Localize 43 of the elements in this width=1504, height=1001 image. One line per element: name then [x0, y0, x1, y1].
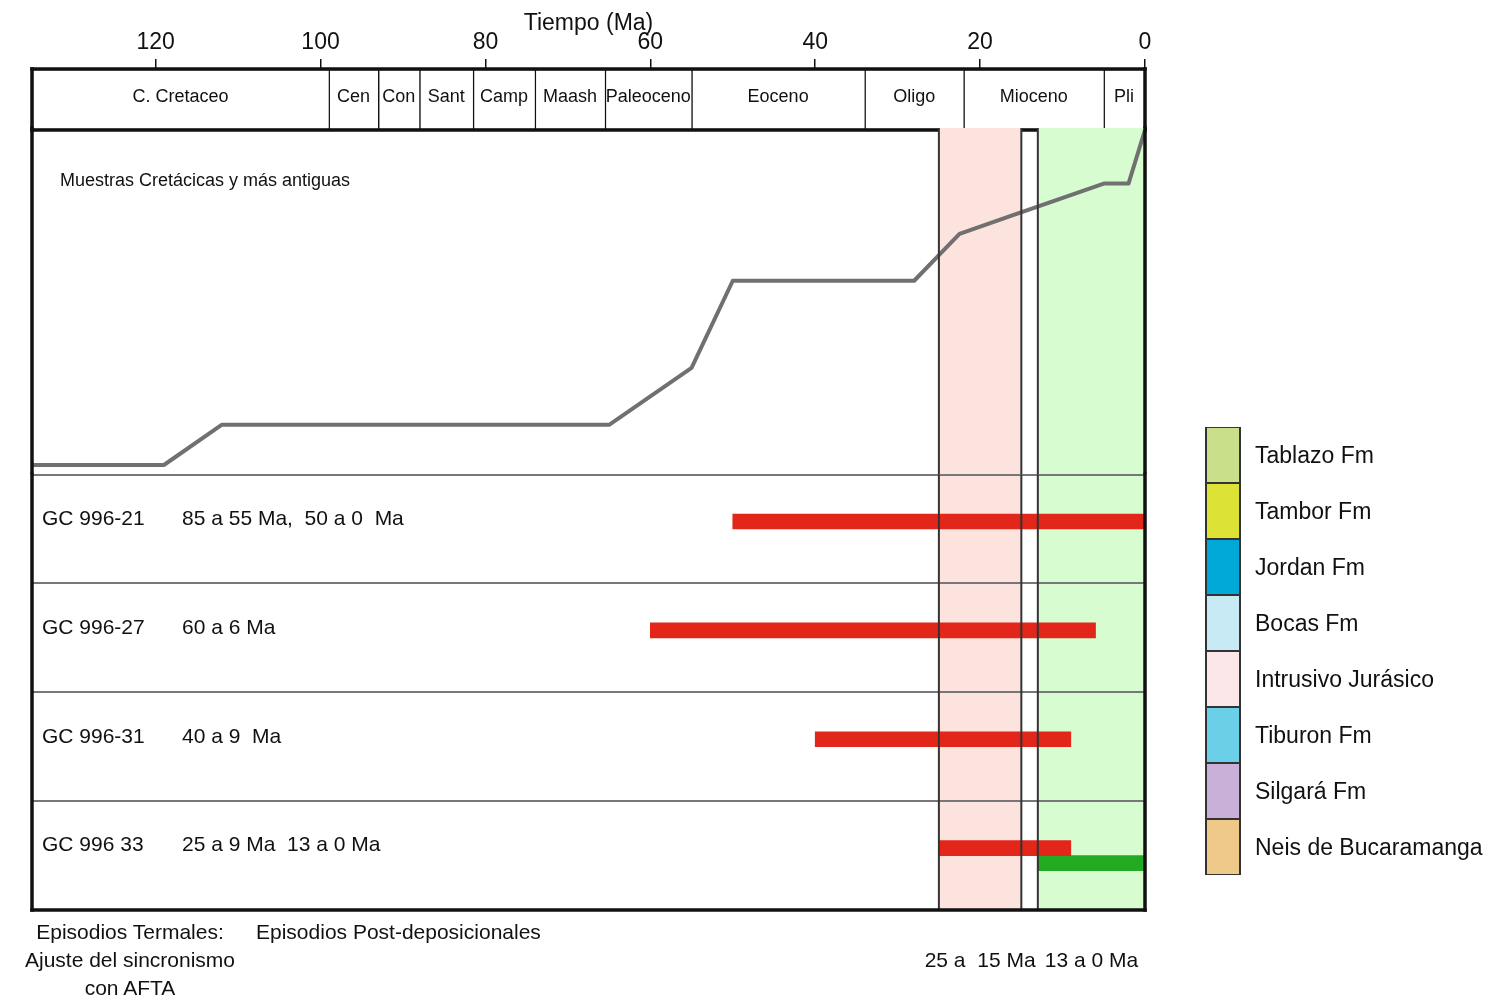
series-label: Eoceno	[747, 86, 809, 107]
y-tick-label: GC 996-27	[42, 614, 145, 638]
x-tick-label: 120	[136, 27, 175, 54]
band-label: 13 a 0 Ma	[1044, 947, 1139, 971]
bar	[732, 513, 1145, 530]
series-label: Camp	[479, 86, 528, 107]
text: Tablazo Fm	[1255, 441, 1374, 469]
series-label: C. Cretaceo	[132, 86, 229, 107]
text: Bocas Fm	[1255, 609, 1359, 637]
text: Silgará Fm	[1255, 777, 1367, 805]
text: Tambor Fm	[1255, 497, 1372, 525]
x-tick-label: 100	[301, 27, 340, 54]
series-label: Cen	[337, 86, 371, 107]
x-tick-label: 20	[967, 27, 993, 54]
x-tick-label: 0	[1138, 27, 1152, 54]
series-label: Sant	[427, 86, 465, 107]
bar	[1037, 855, 1145, 871]
series-label: Con	[382, 86, 416, 107]
annotation: 25 a 9 Ma 13 a 0 Ma	[182, 832, 381, 856]
x-tick-label: 80	[472, 27, 499, 54]
series-label: Oligo	[893, 86, 936, 107]
series-label: Maash	[542, 86, 597, 107]
annotation: 85 a 55 Ma, 50 a 0 Ma	[182, 505, 405, 529]
series-label: Pli	[1114, 86, 1135, 107]
bar	[814, 731, 1072, 748]
annotation: Muestras Cretácicas y más antiguas	[60, 169, 351, 190]
text: Episodios Termales: Ajuste del sincronismo con AFTA	[24, 919, 236, 999]
text: Jordan Fm	[1255, 553, 1365, 581]
y-tick-label: GC 996 33	[42, 832, 144, 856]
annotation: 40 a 9 Ma	[182, 723, 282, 747]
text: Tiburon Fm	[1255, 721, 1372, 749]
series-label: Mioceno	[999, 86, 1068, 107]
band-label: 25 a 15 Ma	[924, 947, 1036, 971]
y-tick-label: GC 996-31	[42, 723, 145, 747]
text: Neis de Bucaramanga	[1255, 833, 1483, 861]
bar	[938, 840, 1072, 856]
annotation: 60 a 6 Ma	[182, 614, 276, 638]
y-tick-label: GC 996-21	[42, 505, 145, 529]
bar	[650, 622, 1096, 639]
text: Episodios Post-deposicionales	[256, 919, 541, 943]
text: Intrusivo Jurásico	[1255, 665, 1434, 693]
series-label: Paleoceno	[605, 86, 691, 107]
x-tick-label: 40	[802, 27, 829, 54]
